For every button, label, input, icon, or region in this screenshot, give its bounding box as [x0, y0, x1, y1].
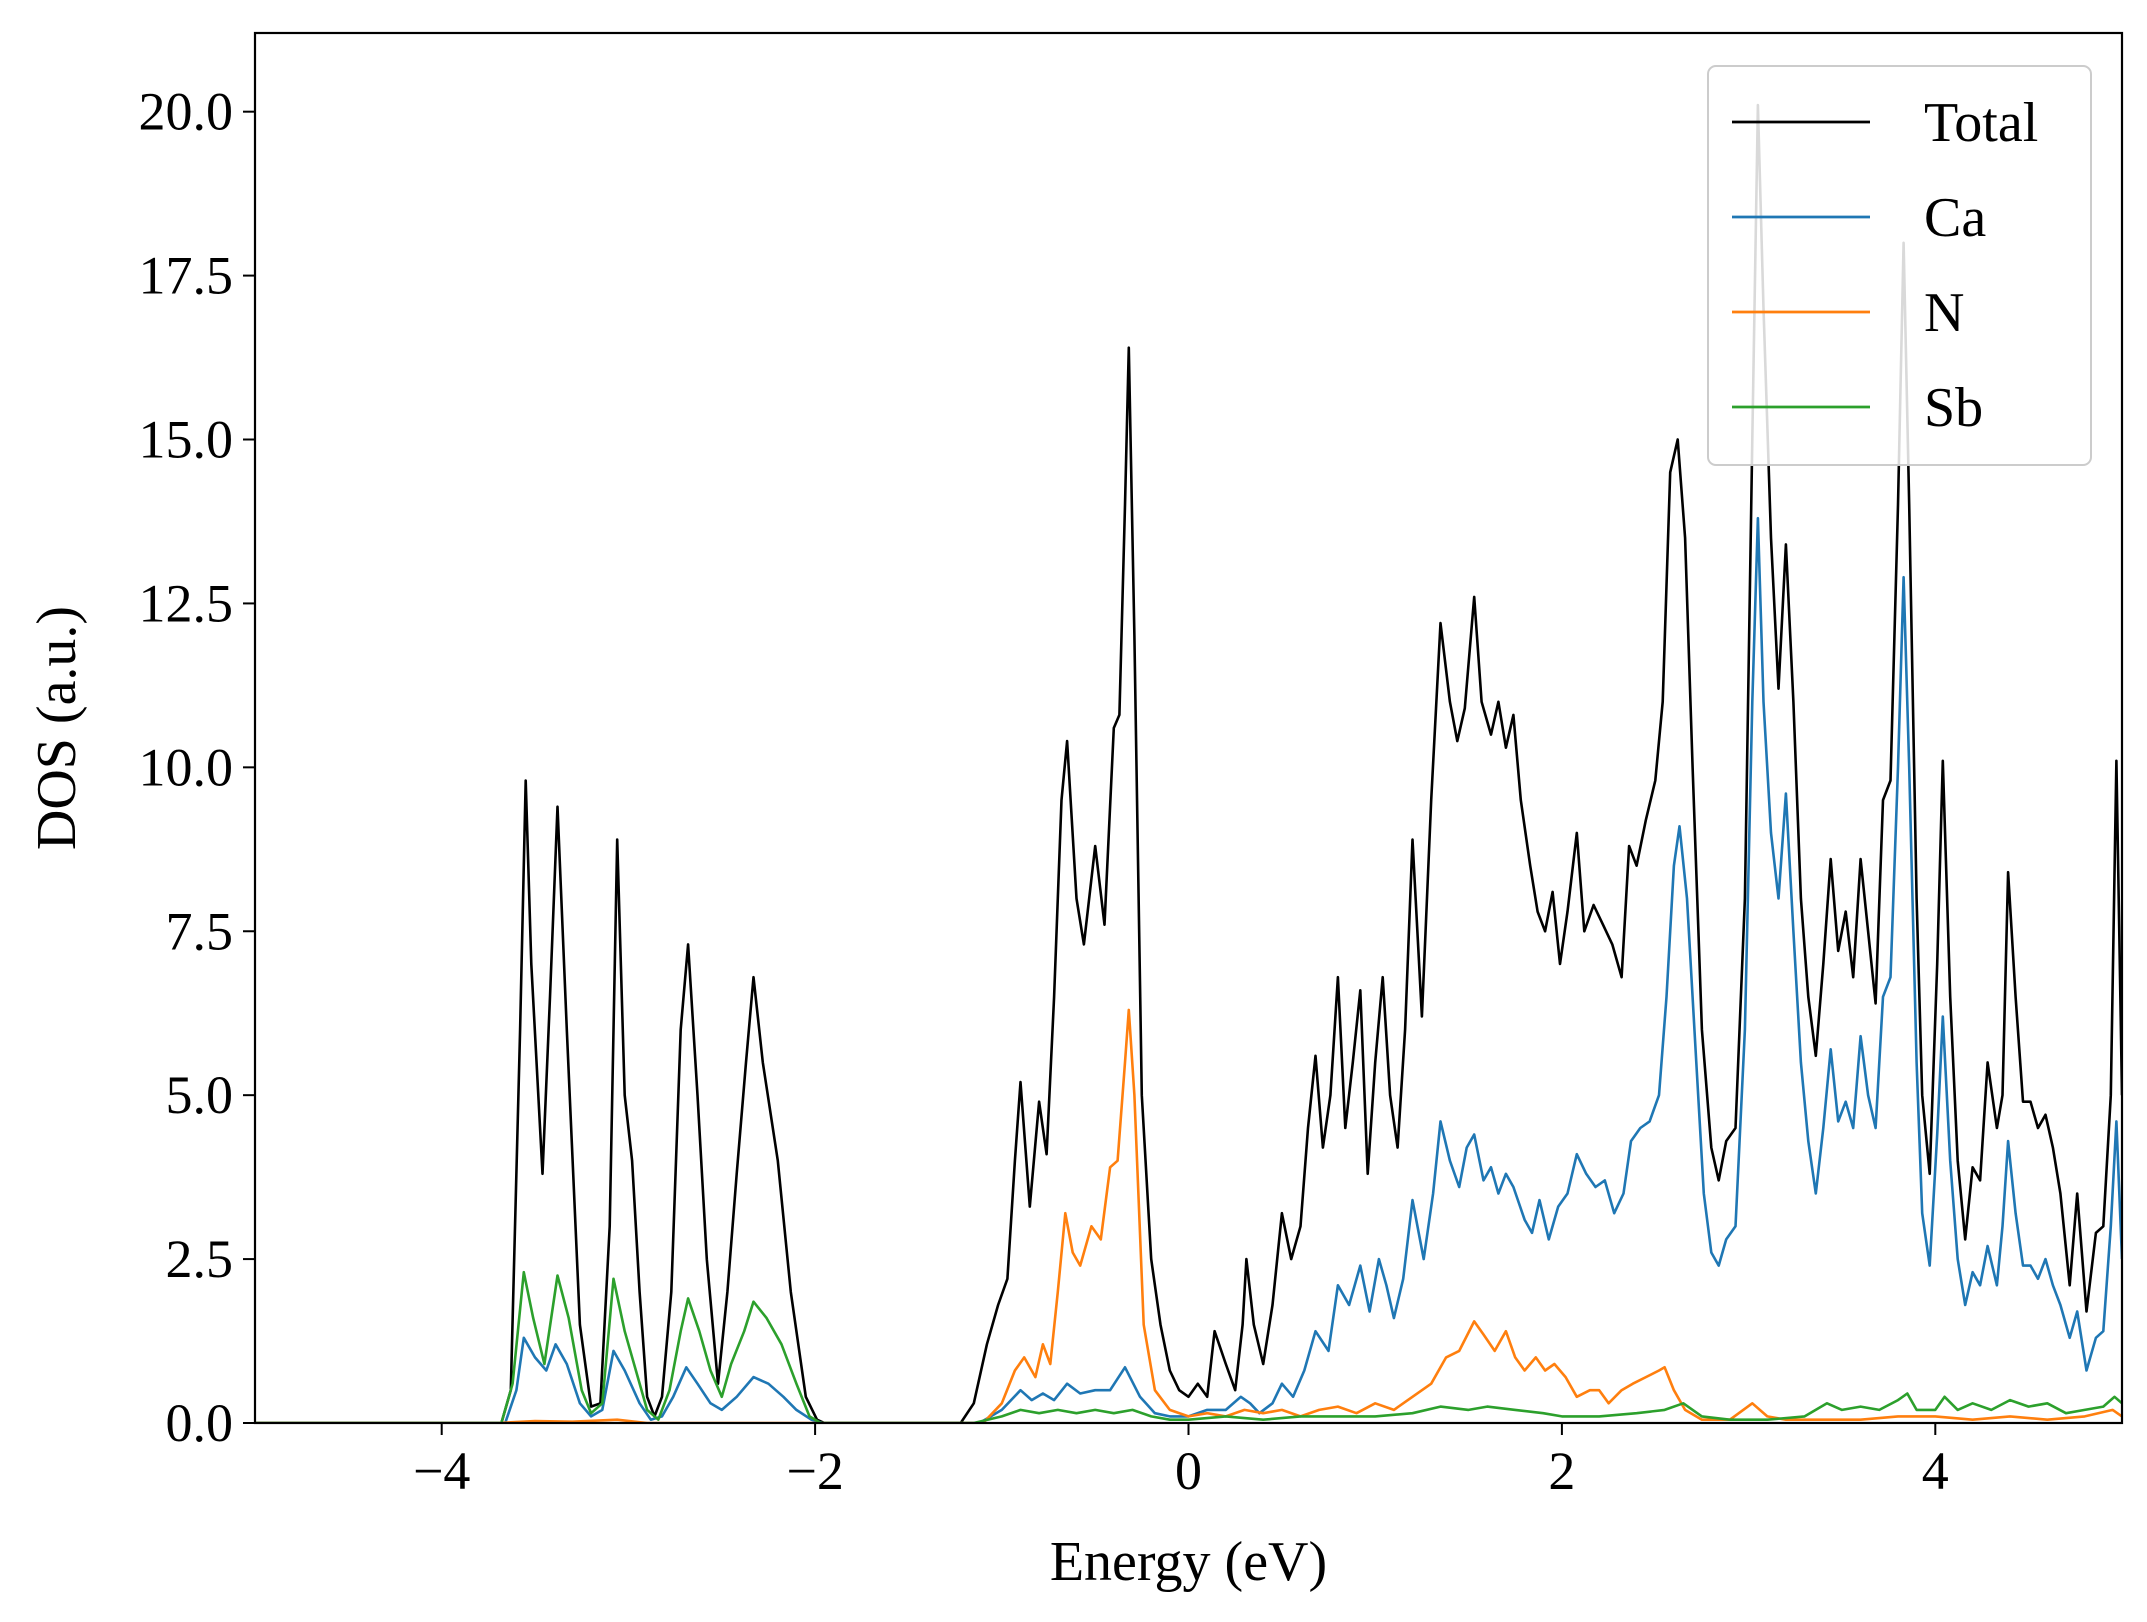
- y-tick-label: 7.5: [166, 901, 234, 961]
- y-tick-label: 15.0: [139, 410, 234, 470]
- y-tick-label: 0.0: [166, 1393, 234, 1453]
- series-line-sb: [255, 1270, 2122, 1423]
- y-tick-label: 20.0: [139, 82, 234, 142]
- x-tick-label: 2: [1548, 1441, 1575, 1501]
- series-line-n: [255, 1008, 2122, 1423]
- y-tick-label: 5.0: [166, 1065, 234, 1125]
- x-tick-label: 0: [1175, 1441, 1202, 1501]
- y-tick-label: 17.5: [139, 246, 234, 306]
- legend-label-n: N: [1924, 282, 1964, 344]
- legend-box: [1707, 65, 2092, 466]
- x-axis-label: Energy (eV): [1050, 1531, 1327, 1593]
- y-tick-label: 2.5: [166, 1229, 234, 1289]
- x-tick-label: −2: [786, 1441, 843, 1501]
- y-tick-label: 10.0: [139, 737, 234, 797]
- series-line-ca: [255, 516, 2122, 1423]
- legend-label-sb: Sb: [1924, 377, 1983, 439]
- legend: Total Ca N Sb: [1707, 65, 2092, 466]
- y-axis-label: DOS (a.u.): [26, 606, 88, 850]
- ticks-layer: −4 −2 0 2 4 0.0 2.5 5.0 7.5 10.0 12.5 15.0 17.5 20.0: [139, 82, 1949, 1501]
- x-tick-label: −4: [413, 1441, 470, 1501]
- x-tick-label: 4: [1922, 1441, 1949, 1501]
- y-tick-label: 12.5: [139, 573, 234, 633]
- legend-label-ca: Ca: [1924, 187, 1986, 249]
- legend-label-total: Total: [1924, 92, 2038, 154]
